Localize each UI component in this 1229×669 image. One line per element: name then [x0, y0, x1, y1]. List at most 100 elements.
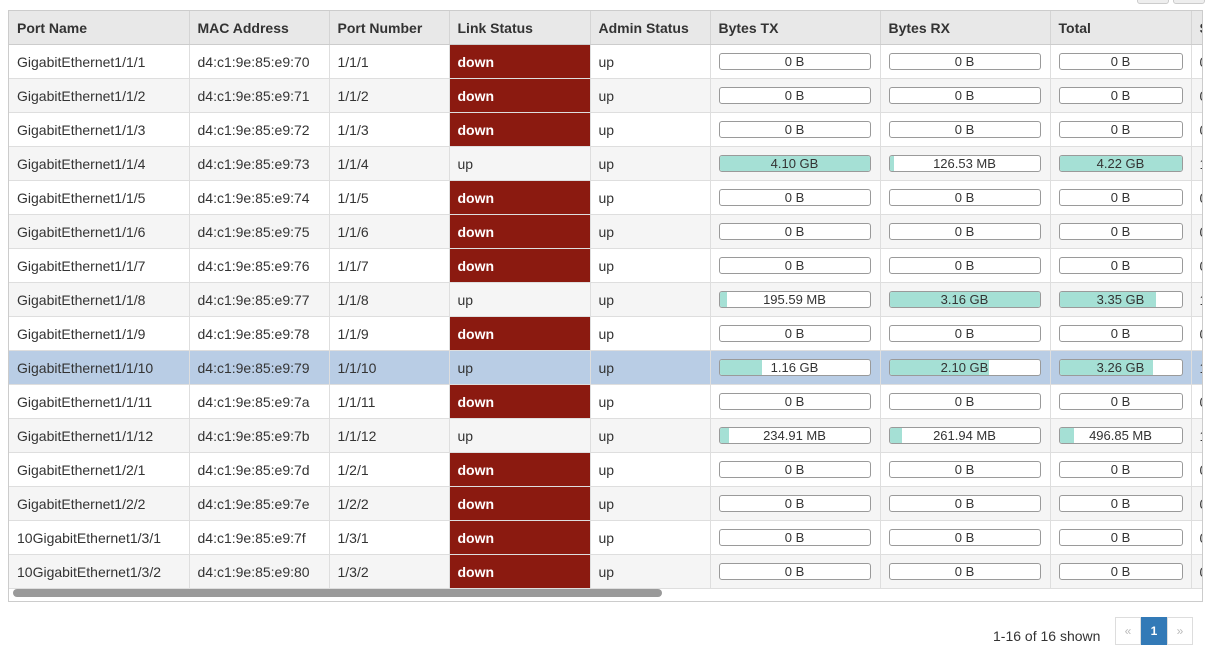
truncated-column-cell: 1 — [1191, 350, 1202, 385]
admin-status-cell: up — [590, 418, 711, 453]
column-header-truncated[interactable]: S — [1191, 11, 1202, 45]
bytes-rx-cell: 0 B — [880, 384, 1051, 419]
link-status-cell: down — [449, 44, 591, 79]
top-button-left[interactable] — [1137, 0, 1169, 4]
bytes-tx-bar-fill — [719, 428, 729, 443]
table-row[interactable]: GigabitEthernet1/1/6 d4:c1:9e:85:e9:75 1/1… — [9, 214, 1202, 249]
total-bytes-cell: 0 B — [1050, 78, 1192, 113]
bytes-tx-cell: 0 B — [710, 44, 881, 79]
total-bytes-bar-fill — [1059, 292, 1156, 307]
horizontal-scrollbar[interactable] — [13, 589, 662, 597]
admin-status-cell: up — [590, 486, 711, 521]
port-number-cell: 1/1/6 — [329, 214, 450, 249]
header-row: Port Name MAC Address Port Number Link S… — [9, 11, 1202, 45]
total-bytes-value: 3.35 GB — [1096, 292, 1145, 307]
bytes-rx-bar: 0 B — [888, 87, 1041, 104]
total-bytes-bar-fill — [1059, 156, 1182, 171]
total-bytes-value: 496.85 MB — [1089, 428, 1152, 443]
table-row[interactable]: GigabitEthernet1/1/5 d4:c1:9e:85:e9:74 1/1… — [9, 180, 1202, 215]
truncated-column-cell: 0 — [1191, 520, 1202, 555]
truncated-column-cell: 0 — [1191, 44, 1202, 79]
table-row[interactable]: GigabitEthernet1/1/8 d4:c1:9e:85:e9:77 1/1… — [9, 282, 1202, 317]
bytes-rx-bar: 0 B — [888, 393, 1041, 410]
column-header-port-name[interactable]: Port Name — [9, 11, 190, 45]
link-status-cell: down — [449, 180, 591, 215]
mac-address-cell: d4:c1:9e:85:e9:78 — [189, 316, 330, 351]
column-header-admin-status[interactable]: Admin Status — [590, 11, 711, 45]
bytes-rx-cell: 0 B — [880, 520, 1051, 555]
column-header-mac-address[interactable]: MAC Address — [189, 11, 330, 45]
admin-status-cell: up — [590, 146, 711, 181]
total-bytes-value: 3.26 GB — [1096, 360, 1145, 375]
bytes-rx-bar: 0 B — [888, 223, 1041, 240]
mac-address-cell: d4:c1:9e:85:e9:79 — [189, 350, 330, 385]
bytes-rx-value: 2.10 GB — [940, 360, 989, 375]
total-bytes-value: 0 B — [1110, 258, 1131, 273]
mac-address-cell: d4:c1:9e:85:e9:74 — [189, 180, 330, 215]
table-row[interactable]: GigabitEthernet1/2/2 d4:c1:9e:85:e9:7e 1/2… — [9, 486, 1202, 521]
column-header-link-status[interactable]: Link Status — [449, 11, 591, 45]
total-bytes-bar: 0 B — [1058, 223, 1183, 240]
total-bytes-value: 0 B — [1110, 190, 1131, 205]
column-header-bytes-rx[interactable]: Bytes RX — [880, 11, 1051, 45]
link-status-cell: down — [449, 486, 591, 521]
bytes-tx-value: 0 B — [784, 394, 805, 409]
bytes-tx-bar: 0 B — [718, 393, 871, 410]
bytes-rx-cell: 0 B — [880, 180, 1051, 215]
total-bytes-bar: 0 B — [1058, 325, 1183, 342]
pager-page-1[interactable]: 1 — [1141, 617, 1167, 645]
total-bytes-bar: 0 B — [1058, 563, 1183, 580]
bytes-tx-value: 0 B — [784, 190, 805, 205]
port-name-cell: GigabitEthernet1/1/5 — [9, 180, 190, 215]
truncated-column-cell: 0 — [1191, 486, 1202, 521]
table-row[interactable]: GigabitEthernet1/1/4 d4:c1:9e:85:e9:73 1/1… — [9, 146, 1202, 181]
link-status-cell: down — [449, 452, 591, 487]
table-row[interactable]: GigabitEthernet1/1/3 d4:c1:9e:85:e9:72 1/1… — [9, 112, 1202, 147]
port-number-cell: 1/1/5 — [329, 180, 450, 215]
bytes-rx-cell: 0 B — [880, 44, 1051, 79]
column-header-bytes-tx[interactable]: Bytes TX — [710, 11, 881, 45]
bytes-tx-cell: 0 B — [710, 520, 881, 555]
bytes-tx-bar: 0 B — [718, 325, 871, 342]
top-button-right[interactable] — [1173, 0, 1205, 4]
table-row[interactable]: GigabitEthernet1/1/2 d4:c1:9e:85:e9:71 1/1… — [9, 78, 1202, 113]
port-name-cell: GigabitEthernet1/1/10 — [9, 350, 190, 385]
column-header-total[interactable]: Total — [1050, 11, 1192, 45]
bytes-rx-cell: 0 B — [880, 486, 1051, 521]
port-number-cell: 1/1/8 — [329, 282, 450, 317]
bytes-tx-value: 4.10 GB — [770, 156, 819, 171]
total-bytes-cell: 0 B — [1050, 248, 1192, 283]
pager-prev-button[interactable]: « — [1115, 617, 1141, 645]
bytes-tx-value: 0 B — [784, 530, 805, 545]
table-row[interactable]: GigabitEthernet1/2/1 d4:c1:9e:85:e9:7d 1/2… — [9, 452, 1202, 487]
pager-next-button[interactable]: » — [1167, 617, 1193, 645]
table-row[interactable]: GigabitEthernet1/1/7 d4:c1:9e:85:e9:76 1/1… — [9, 248, 1202, 283]
admin-status-cell: up — [590, 384, 711, 419]
table-row[interactable]: GigabitEthernet1/1/10 d4:c1:9e:85:e9:79 1/… — [9, 350, 1202, 385]
table-row[interactable]: GigabitEthernet1/1/1 d4:c1:9e:85:e9:70 1/1… — [9, 44, 1202, 79]
admin-status-cell: up — [590, 520, 711, 555]
link-status-cell: down — [449, 316, 591, 351]
column-header-port-number[interactable]: Port Number — [329, 11, 450, 45]
mac-address-cell: d4:c1:9e:85:e9:73 — [189, 146, 330, 181]
port-number-cell: 1/1/2 — [329, 78, 450, 113]
total-bytes-bar: 0 B — [1058, 53, 1183, 70]
table-row[interactable]: GigabitEthernet1/1/12 d4:c1:9e:85:e9:7b 1/… — [9, 418, 1202, 453]
port-name-cell: GigabitEthernet1/1/11 — [9, 384, 190, 419]
bytes-tx-value: 0 B — [784, 462, 805, 477]
bytes-tx-bar: 195.59 MB — [718, 291, 871, 308]
bytes-tx-bar: 0 B — [718, 121, 871, 138]
mac-address-cell: d4:c1:9e:85:e9:70 — [189, 44, 330, 79]
table-row[interactable]: 10GigabitEthernet1/3/1 d4:c1:9e:85:e9:7f 1… — [9, 520, 1202, 555]
total-bytes-bar: 0 B — [1058, 461, 1183, 478]
admin-status-cell: up — [590, 350, 711, 385]
table-row[interactable]: GigabitEthernet1/1/11 d4:c1:9e:85:e9:7a 1/… — [9, 384, 1202, 419]
bytes-tx-cell: 0 B — [710, 214, 881, 249]
truncated-column-cell: 1 — [1191, 282, 1202, 317]
table-row[interactable]: 10GigabitEthernet1/3/2 d4:c1:9e:85:e9:80 1… — [9, 554, 1202, 589]
table-row[interactable]: GigabitEthernet1/1/9 d4:c1:9e:85:e9:78 1/1… — [9, 316, 1202, 351]
port-name-cell: 10GigabitEthernet1/3/2 — [9, 554, 190, 589]
link-status-cell: down — [449, 248, 591, 283]
bytes-tx-value: 0 B — [784, 326, 805, 341]
truncated-column-cell: 0 — [1191, 180, 1202, 215]
